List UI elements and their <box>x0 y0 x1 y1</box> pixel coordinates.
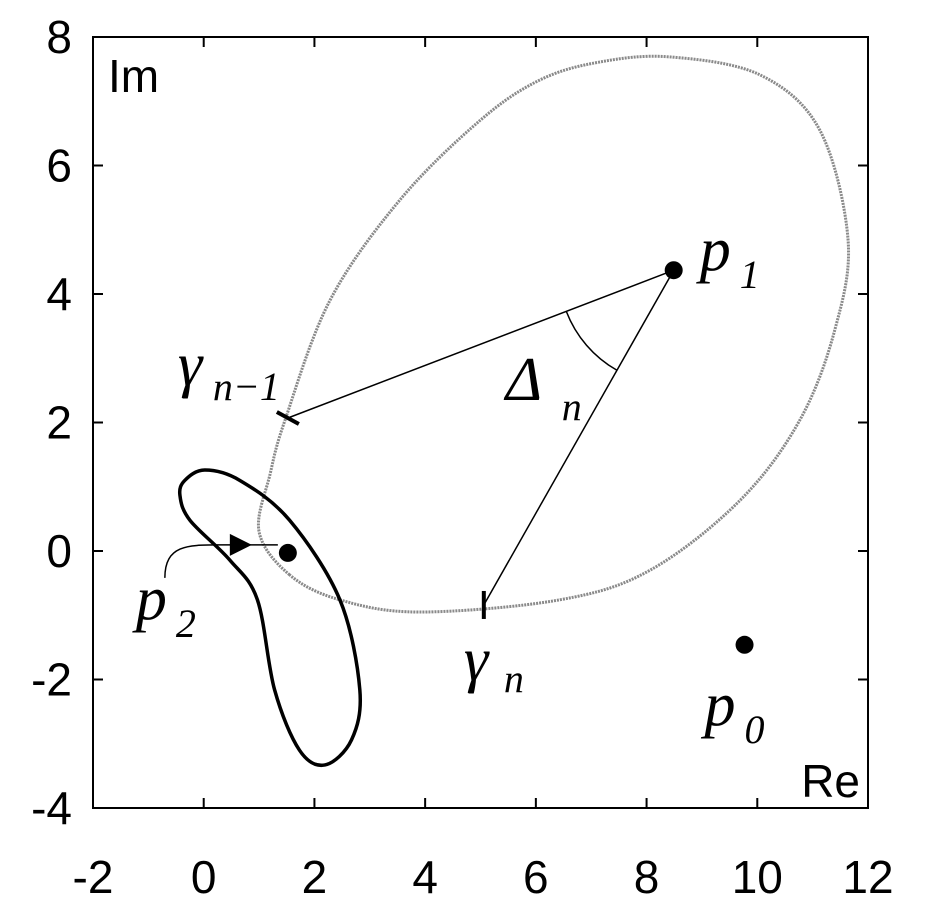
x-tick-label: 8 <box>634 851 660 903</box>
segment <box>483 269 675 606</box>
angle-label-sub: n <box>562 384 582 429</box>
curve <box>177 468 363 768</box>
marker-tick <box>275 410 300 426</box>
y-tick-label: -2 <box>31 654 72 706</box>
marker-label-sub: n <box>504 656 524 701</box>
x-tick-label: -2 <box>73 851 114 903</box>
y-tick-label: 8 <box>46 11 72 63</box>
x-tick-label: 10 <box>732 851 783 903</box>
segment <box>287 269 674 419</box>
point <box>664 261 683 280</box>
x-axis-label: Re <box>801 755 860 807</box>
point-label-main: p <box>696 216 731 284</box>
x-tick-label: 2 <box>302 851 328 903</box>
point-label-main: p <box>132 565 167 633</box>
point <box>735 635 754 654</box>
y-tick-label: 6 <box>46 140 72 192</box>
y-tick-label: 2 <box>46 397 72 449</box>
point <box>278 543 297 562</box>
marker-label-main: γ <box>178 331 204 399</box>
curve <box>256 54 851 614</box>
marker-label-main: γ <box>464 626 490 694</box>
point-label-main: p <box>701 671 736 739</box>
angle-label-main: Δ <box>503 346 542 414</box>
marker-label: γ n−1 <box>178 331 280 409</box>
x-tick-label: 12 <box>842 851 893 903</box>
x-tick-label: 6 <box>523 851 549 903</box>
x-tick-label: 0 <box>191 851 217 903</box>
point-label-sub: 0 <box>745 707 765 752</box>
point-label-sub: 2 <box>176 601 196 646</box>
y-axis-label: Im <box>108 50 159 102</box>
angle-arc <box>565 311 618 371</box>
y-tick-label: 4 <box>46 268 72 320</box>
y-tick-label: -4 <box>31 782 72 834</box>
y-tick-label: 0 <box>46 525 72 577</box>
x-tick-label: 4 <box>412 851 438 903</box>
point-label-sub: 1 <box>740 252 760 297</box>
arrow-head <box>229 533 252 556</box>
arrow-curve <box>164 544 278 578</box>
marker-label-sub: n−1 <box>213 364 280 409</box>
